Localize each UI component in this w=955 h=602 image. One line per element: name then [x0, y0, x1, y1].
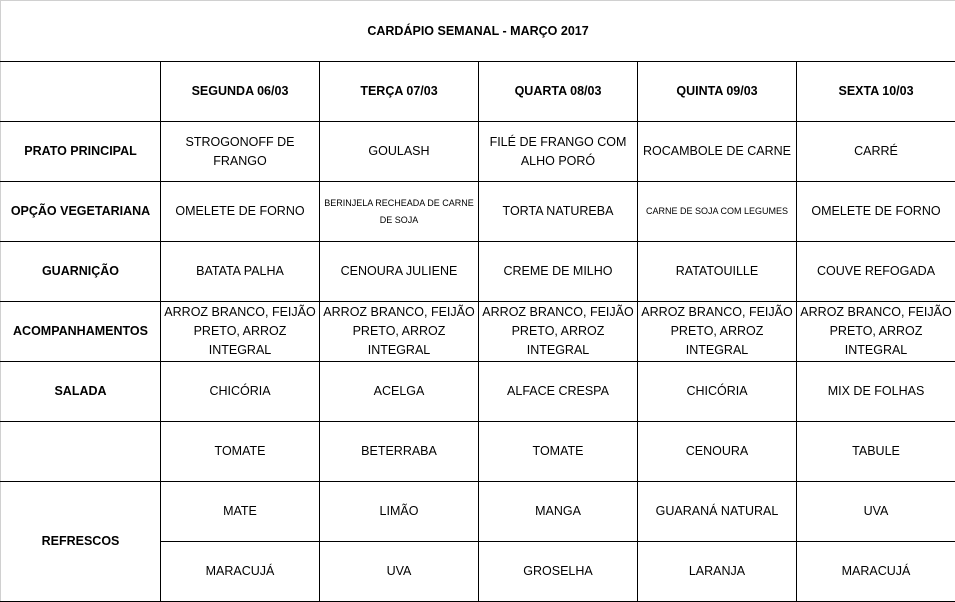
menu-cell: LARANJA — [638, 542, 797, 602]
day-header: QUINTA 09/03 — [638, 62, 797, 122]
menu-cell: TABULE — [797, 422, 955, 482]
menu-cell: LIMÃO — [320, 482, 479, 542]
menu-cell: ARROZ BRANCO, FEIJÃO PRETO, ARROZ INTEGR… — [479, 302, 638, 362]
day-header: TERÇA 07/03 — [320, 62, 479, 122]
menu-cell: UVA — [797, 482, 955, 542]
menu-cell: CENOURA JULIENE — [320, 242, 479, 302]
day-header: SEXTA 10/03 — [797, 62, 955, 122]
row-label: SALADA — [1, 362, 161, 422]
menu-cell: ALFACE CRESPA — [479, 362, 638, 422]
menu-cell: OMELETE DE FORNO — [797, 182, 955, 242]
menu-cell: STROGONOFF DE FRANGO — [161, 122, 320, 182]
menu-cell: RATATOUILLE — [638, 242, 797, 302]
day-header: QUARTA 08/03 — [479, 62, 638, 122]
menu-cell: TORTA NATUREBA — [479, 182, 638, 242]
row-label: PRATO PRINCIPAL — [1, 122, 161, 182]
menu-cell: CHICÓRIA — [161, 362, 320, 422]
corner-cell — [1, 62, 161, 122]
menu-cell: ARROZ BRANCO, FEIJÃO PRETO, ARROZ INTEGR… — [161, 302, 320, 362]
menu-cell: GUARANÁ NATURAL — [638, 482, 797, 542]
menu-cell: ARROZ BRANCO, FEIJÃO PRETO, ARROZ INTEGR… — [320, 302, 479, 362]
menu-cell: CENOURA — [638, 422, 797, 482]
menu-cell: UVA — [320, 542, 479, 602]
menu-cell: MARACUJÁ — [161, 542, 320, 602]
menu-cell: BATATA PALHA — [161, 242, 320, 302]
menu-cell: MATE — [161, 482, 320, 542]
menu-cell: MANGA — [479, 482, 638, 542]
menu-cell: ARROZ BRANCO, FEIJÃO PRETO, ARROZ INTEGR… — [638, 302, 797, 362]
menu-cell: MARACUJÁ — [797, 542, 955, 602]
menu-cell: OMELETE DE FORNO — [161, 182, 320, 242]
menu-cell: CHICÓRIA — [638, 362, 797, 422]
menu-cell: BERINJELA RECHEADA DE CARNE DE SOJA — [320, 182, 479, 242]
menu-cell: TOMATE — [161, 422, 320, 482]
menu-cell: FILÉ DE FRANGO COM ALHO PORÓ — [479, 122, 638, 182]
menu-cell: BETERRABA — [320, 422, 479, 482]
day-header: SEGUNDA 06/03 — [161, 62, 320, 122]
menu-cell: GROSELHA — [479, 542, 638, 602]
menu-cell: CARRÉ — [797, 122, 955, 182]
row-label — [1, 422, 161, 482]
menu-cell: TOMATE — [479, 422, 638, 482]
row-label: OPÇÃO VEGETARIANA — [1, 182, 161, 242]
menu-cell: MIX DE FOLHAS — [797, 362, 955, 422]
row-label: ACOMPANHAMENTOS — [1, 302, 161, 362]
menu-cell: ACELGA — [320, 362, 479, 422]
row-label: REFRESCOS — [1, 482, 161, 602]
menu-cell: COUVE REFOGADA — [797, 242, 955, 302]
menu-cell: GOULASH — [320, 122, 479, 182]
menu-cell: ROCAMBOLE DE CARNE — [638, 122, 797, 182]
menu-title: CARDÁPIO SEMANAL - MARÇO 2017 — [1, 1, 955, 62]
menu-cell: CREME DE MILHO — [479, 242, 638, 302]
row-label: GUARNIÇÃO — [1, 242, 161, 302]
menu-cell: CARNE DE SOJA COM LEGUMES — [638, 182, 797, 242]
menu-cell: ARROZ BRANCO, FEIJÃO PRETO, ARROZ INTEGR… — [797, 302, 955, 362]
